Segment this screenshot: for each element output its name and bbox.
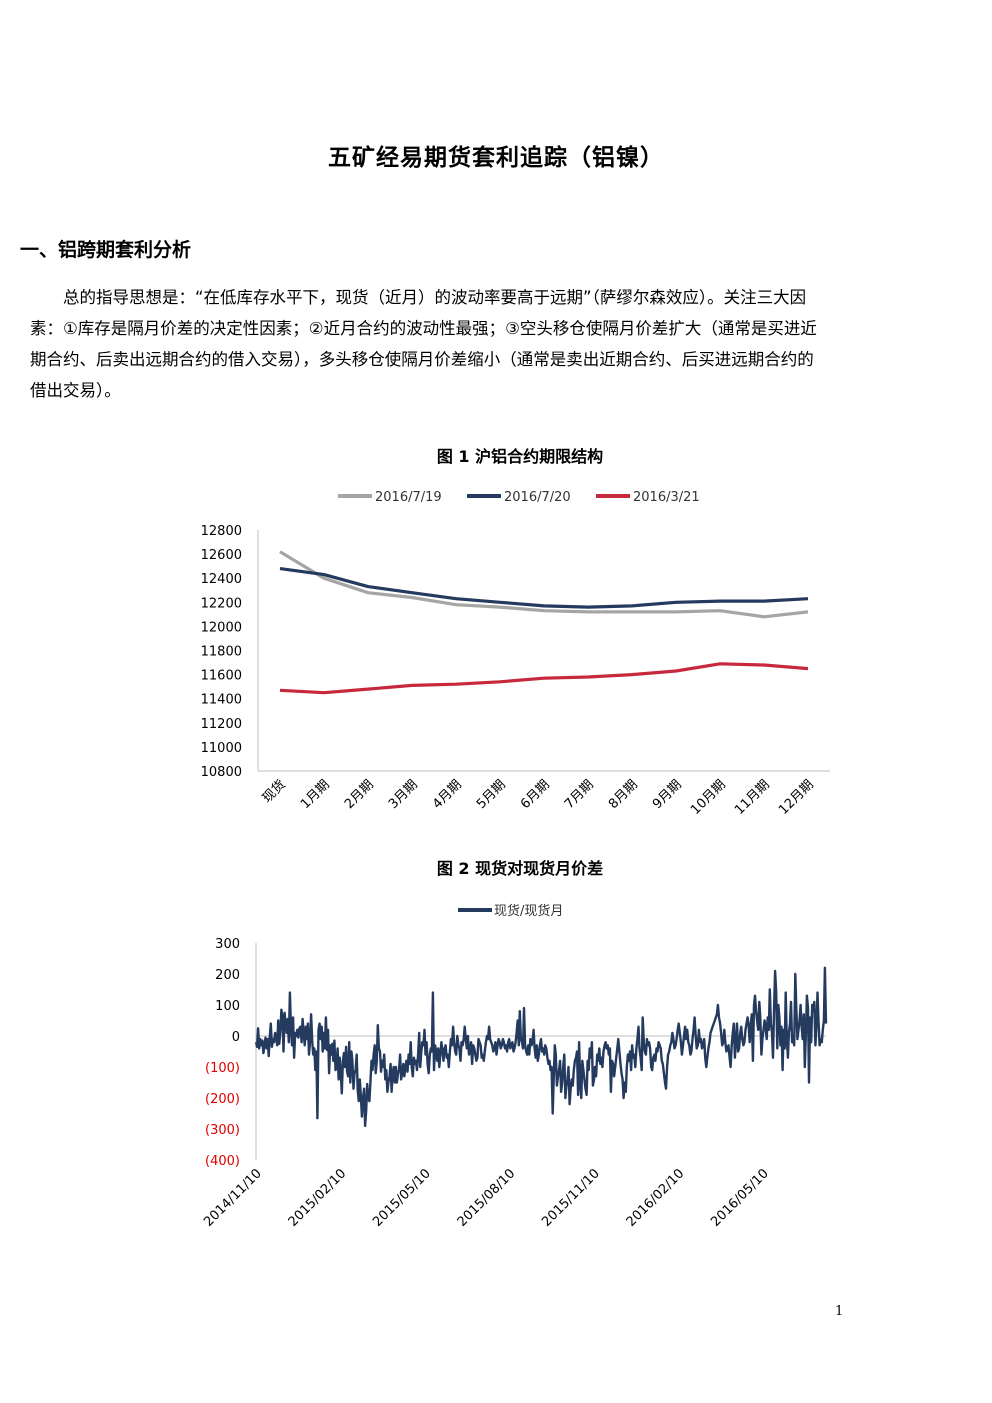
x-tick-label: 2月期 bbox=[342, 777, 377, 812]
page-number: 1 bbox=[835, 1304, 844, 1319]
y-tick-label: 12400 bbox=[201, 572, 242, 587]
paragraph-line: 借出交易）。 bbox=[30, 381, 121, 400]
y-tick-label: 12800 bbox=[201, 524, 242, 539]
term-structure-chart: 2016/7/19 2016/7/20 2016/3/21 10800 11000 112… bbox=[201, 490, 830, 818]
x-tick-label: 2014/11/10 bbox=[201, 1166, 265, 1230]
x-tick-label: 9月期 bbox=[650, 777, 685, 812]
x-tick-label: 3月期 bbox=[386, 777, 421, 812]
x-tick-label: 2015/08/10 bbox=[455, 1166, 519, 1230]
y-tick-label: (100) bbox=[205, 1061, 240, 1076]
y-tick-label: 11600 bbox=[201, 669, 242, 684]
y-tick-label: 12600 bbox=[201, 548, 242, 563]
series-line bbox=[279, 662, 809, 695]
series-line bbox=[279, 567, 809, 609]
y-tick-label: 11000 bbox=[201, 741, 242, 756]
y-tick-label: (200) bbox=[205, 1092, 240, 1107]
y-tick-label: 100 bbox=[215, 999, 240, 1014]
chart1-title: 图 1 沪铝合约期限结构 bbox=[436, 447, 604, 466]
spot-spread-chart: 现货/现货月 (400) (300) (200) (100) 0 100 200 300 2014… bbox=[201, 903, 828, 1230]
chart2-title: 图 2 现货对现货月价差 bbox=[436, 859, 604, 878]
y-tick-label: 200 bbox=[215, 968, 240, 983]
paragraph-line: 期合约、后卖出远期合约的借入交易），多头移仓使隔月价差缩小（通常是卖出近期合约、… bbox=[30, 350, 814, 369]
series-line bbox=[254, 966, 828, 1128]
legend-label: 现货/现货月 bbox=[494, 903, 563, 919]
x-tick-label: 7月期 bbox=[562, 777, 597, 812]
x-tick-label: 12月期 bbox=[776, 777, 817, 818]
document-title: 五矿经易期货套利追踪（铝镍） bbox=[328, 145, 664, 171]
y-tick-label: 10800 bbox=[201, 765, 242, 780]
y-tick-label: 11400 bbox=[201, 693, 242, 708]
legend-label: 2016/7/19 bbox=[375, 490, 442, 505]
x-tick-label: 2015/02/10 bbox=[286, 1166, 350, 1230]
y-tick-label: (400) bbox=[205, 1154, 240, 1169]
x-tick-label: 10月期 bbox=[688, 777, 729, 818]
paragraph-line: 素：①库存是隔月价差的决定性因素；②近月合约的波动性最强；③空头移仓使隔月价差扩… bbox=[30, 319, 817, 338]
x-tick-label: 2016/05/10 bbox=[708, 1166, 772, 1230]
legend-label: 2016/3/21 bbox=[633, 490, 700, 505]
x-tick-label: 5月期 bbox=[474, 777, 509, 812]
x-tick-label: 2015/05/10 bbox=[370, 1166, 434, 1230]
x-tick-label: 11月期 bbox=[732, 777, 773, 818]
series-line bbox=[279, 550, 809, 619]
x-tick-label: 4月期 bbox=[430, 777, 465, 812]
x-tick-label: 1月期 bbox=[298, 777, 333, 812]
y-tick-label: 12200 bbox=[201, 596, 242, 611]
y-tick-label: 11200 bbox=[201, 717, 242, 732]
x-tick-label: 2016/02/10 bbox=[624, 1166, 688, 1230]
intro-paragraph: 总的指导思想是：“在低库存水平下，现货（近月）的波动率要高于远期”（萨缪尔森效应… bbox=[30, 282, 880, 406]
section-heading: 一、铝跨期套利分析 bbox=[20, 239, 192, 261]
x-tick-label: 现货 bbox=[259, 777, 289, 807]
paragraph-line: 总的指导思想是：“在低库存水平下，现货（近月）的波动率要高于远期”（萨缪尔森效应… bbox=[63, 288, 807, 307]
y-tick-label: 0 bbox=[232, 1030, 240, 1045]
y-tick-label: 11800 bbox=[201, 645, 242, 660]
x-tick-label: 8月期 bbox=[606, 777, 641, 812]
legend-label: 2016/7/20 bbox=[504, 490, 571, 505]
x-tick-label: 6月期 bbox=[518, 777, 553, 812]
y-tick-label: 12000 bbox=[201, 620, 242, 635]
y-tick-label: 300 bbox=[215, 937, 240, 952]
y-tick-label: (300) bbox=[205, 1123, 240, 1138]
x-tick-label: 2015/11/10 bbox=[539, 1166, 603, 1230]
